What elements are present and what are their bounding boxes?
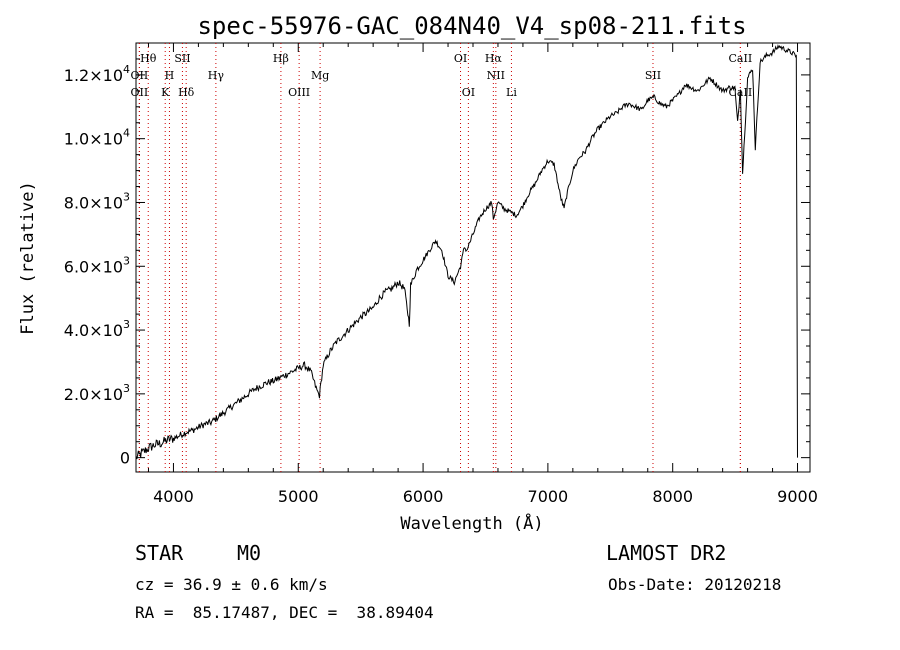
line-label-6: Hδ	[178, 86, 195, 99]
y-tick-label-2: 4.0×103	[64, 318, 130, 340]
x-tick-label-5: 9000	[777, 487, 818, 506]
line-label-13: Hα	[485, 52, 503, 65]
x-axis-ticks: 4000 5000 6000 7000 8000 9000	[147, 43, 818, 506]
line-label-9: Mg	[311, 69, 329, 82]
y-tick-label-0: 0	[120, 449, 130, 468]
observation-date: Obs-Date: 20120218	[608, 575, 782, 594]
line-label-16: SII	[645, 69, 661, 82]
line-label-5: K	[161, 86, 170, 99]
x-tick-label-3: 7000	[528, 487, 569, 506]
y-tick-label-3: 6.0×103	[64, 254, 130, 276]
line-label-15: Li	[506, 86, 517, 99]
coordinates-readout: RA = 85.17487, DEC = 38.89404	[135, 603, 434, 622]
x-tick-label-1: 5000	[278, 487, 319, 506]
line-label-3: SII	[174, 52, 190, 65]
y-tick-label-1: 2.0×103	[64, 382, 130, 404]
line-label-0: Hθ	[140, 52, 157, 65]
y-axis-label: Flux (relative)	[18, 181, 38, 335]
y-tick-label-6: 1.2×104	[64, 63, 130, 85]
line-label-10: OIII	[288, 86, 310, 99]
redshift-readout: cz = 36.9 ± 0.6 km/s	[135, 575, 328, 594]
line-label-14: NII	[487, 69, 505, 82]
line-label-12: OI	[462, 86, 475, 99]
x-tick-label-2: 6000	[403, 487, 444, 506]
line-label-7: Hγ	[208, 69, 225, 82]
line-label-17: CaII	[729, 52, 753, 65]
plot-frame	[135, 42, 811, 473]
y-tick-label-4: 8.0×103	[64, 190, 130, 212]
line-label-8: Hβ	[273, 52, 289, 65]
x-tick-label-4: 8000	[652, 487, 693, 506]
survey-name: LAMOST DR2	[606, 541, 727, 565]
spectrum-line	[135, 44, 798, 460]
line-label-11: OI	[454, 52, 467, 65]
line-label-2: OII	[131, 86, 149, 99]
chart-title: spec-55976-GAC_084N40_V4_sp08-211.fits	[197, 12, 746, 40]
object-class: STAR	[135, 541, 184, 565]
x-tick-label-0: 4000	[153, 487, 194, 506]
line-label-4: H	[165, 69, 175, 82]
spectrum-series	[135, 44, 798, 460]
y-tick-label-5: 1.0×104	[64, 127, 130, 149]
x-axis-label: Wavelength (Å)	[400, 512, 543, 534]
y-axis-ticks: 0 2.0×103 4.0×103 6.0×103 8.0×103 1.0×104 1.2×…	[64, 58, 810, 468]
object-subclass: M0	[237, 541, 262, 565]
